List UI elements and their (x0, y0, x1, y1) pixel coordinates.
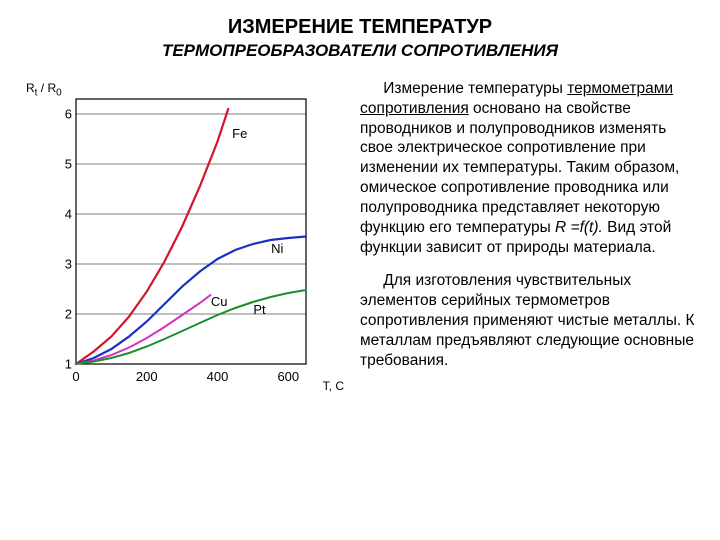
text-column: Измерение температуры термометрами сопро… (360, 79, 696, 399)
y-tick: 1 (65, 357, 72, 372)
y-tick: 4 (65, 207, 72, 222)
chart-column: Rt / R0 T, C 1234560200400600FeNiCuPt (24, 79, 344, 399)
paragraph-1: Измерение температуры термометрами сопро… (360, 79, 696, 257)
p1-lead: Измерение температуры (383, 80, 567, 97)
x-axis-label: T, C (323, 379, 344, 393)
y-tick: 3 (65, 257, 72, 272)
p1-equation: R =f(t). (555, 219, 603, 236)
paragraph-2: Для изготовления чувствительных элементо… (360, 271, 696, 370)
series-label-cu: Cu (211, 294, 228, 309)
series-label-fe: Fe (232, 126, 247, 141)
x-tick: 200 (136, 369, 158, 384)
series-label-ni: Ni (271, 241, 283, 256)
x-tick: 600 (277, 369, 299, 384)
p1-mid: основано на свойстве проводников и полуп… (360, 100, 679, 236)
x-tick: 400 (207, 369, 229, 384)
y-tick: 6 (65, 107, 72, 122)
p2-text: Для изготовления чувствительных элементо… (360, 272, 694, 368)
page-subtitle: ТЕРМОПРЕОБРАЗОВАТЕЛИ СОПРОТИВЛЕНИЯ (24, 41, 696, 61)
page-title: ИЗМЕРЕНИЕ ТЕМПЕРАТУР (24, 16, 696, 39)
chart-svg (24, 79, 344, 399)
x-tick: 0 (72, 369, 79, 384)
y-tick: 5 (65, 157, 72, 172)
series-label-pt: Pt (253, 302, 265, 317)
rtd-chart: Rt / R0 T, C 1234560200400600FeNiCuPt (24, 79, 344, 399)
content-row: Rt / R0 T, C 1234560200400600FeNiCuPt Из… (24, 79, 696, 399)
y-tick: 2 (65, 307, 72, 322)
